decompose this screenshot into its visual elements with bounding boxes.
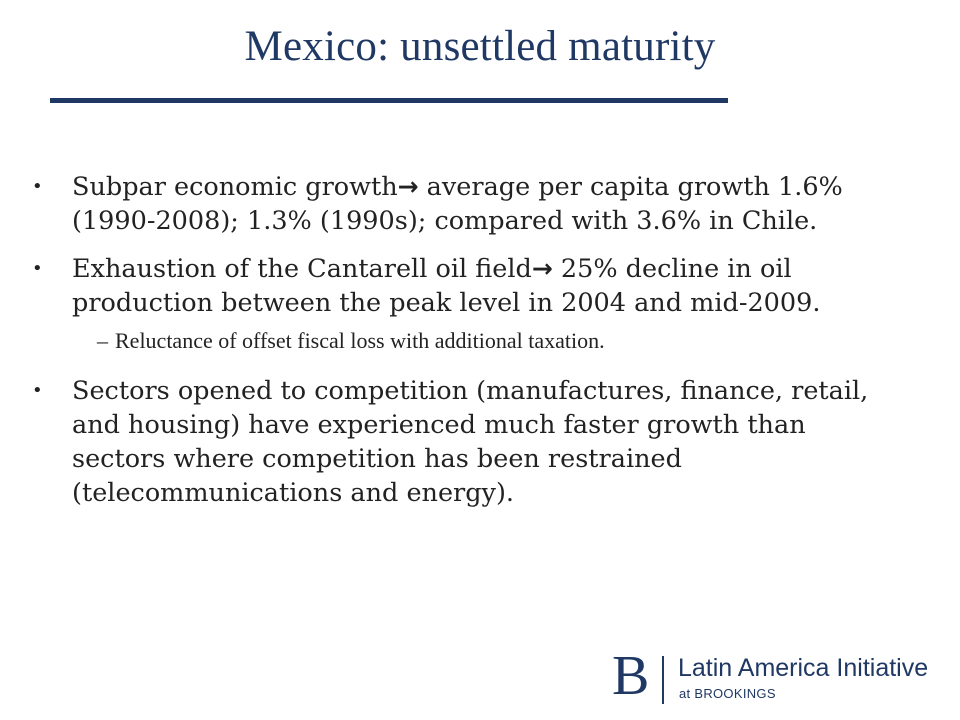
bullet-item-cantarell: • Exhaustion of the Cantarell oil field→…	[30, 252, 890, 320]
brookings-logo: B Latin America Initiative at BROOKINGS	[612, 648, 942, 708]
logo-sub-prefix: at	[679, 686, 695, 701]
bullet-rest-text: average per capita growth 1.6% (1990-200…	[72, 172, 843, 236]
bullet-list: • Subpar economic growth→ average per ca…	[30, 170, 890, 524]
dash-marker: –	[97, 328, 108, 353]
bullet-lead-text: Subpar economic growth	[72, 172, 398, 202]
logo-subtitle: at BROOKINGS	[679, 686, 776, 701]
bullet-marker: •	[32, 380, 43, 401]
arrow-right-icon: →	[531, 254, 553, 283]
logo-divider	[662, 656, 664, 704]
sub-bullet-item-taxation: – Reluctance of offset fiscal loss with …	[30, 326, 890, 356]
logo-name: Latin America Initiative	[678, 654, 929, 682]
logo-b-mark: B	[612, 645, 650, 707]
sub-bullet-text: Reluctance of offset fiscal loss with ad…	[115, 328, 605, 353]
bullet-marker: •	[32, 258, 43, 279]
logo-sub-org: BROOKINGS	[694, 686, 776, 701]
bullet-marker: •	[32, 176, 43, 197]
bullet-item-growth: • Subpar economic growth→ average per ca…	[30, 170, 890, 238]
bullet-lead-text: Exhaustion of the Cantarell oil field	[72, 254, 532, 284]
title-underline	[50, 98, 728, 103]
bullet-text: Sectors opened to competition (manufactu…	[72, 376, 869, 508]
bullet-item-competition: • Sectors opened to competition (manufac…	[30, 374, 890, 510]
slide-title: Mexico: unsettled maturity	[244, 23, 716, 70]
bullet-rest-text: 25% decline in oil production between th…	[72, 254, 821, 318]
arrow-right-icon: →	[397, 172, 419, 201]
